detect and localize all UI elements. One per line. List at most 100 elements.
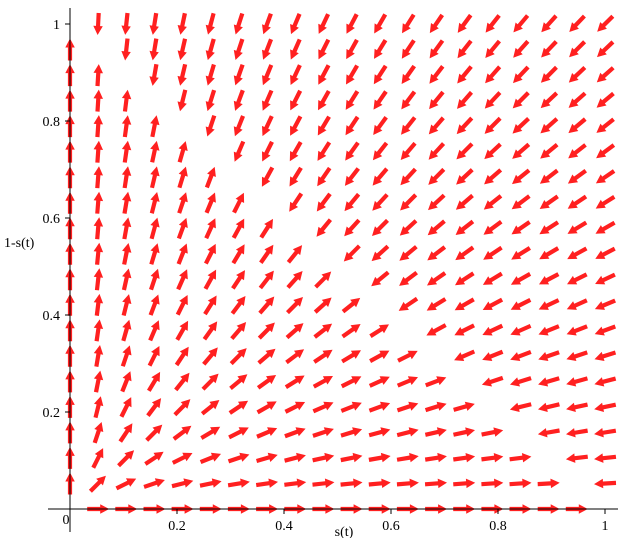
field-arrow xyxy=(149,38,159,61)
axes xyxy=(48,8,618,532)
field-arrow xyxy=(482,271,503,285)
field-arrow xyxy=(540,143,559,159)
field-arrow xyxy=(396,427,419,438)
field-arrow xyxy=(345,90,360,110)
field-arrow xyxy=(316,192,332,212)
field-arrow xyxy=(481,427,504,437)
field-arrow xyxy=(568,143,587,159)
field-arrow xyxy=(594,453,617,463)
field-arrow xyxy=(455,219,475,235)
field-arrow xyxy=(396,452,419,463)
field-arrow xyxy=(428,142,446,160)
field-arrow xyxy=(262,64,274,86)
field-arrow xyxy=(93,140,103,163)
field-arrow xyxy=(595,272,616,285)
field-arrow xyxy=(568,91,587,108)
field-arrow xyxy=(368,427,391,438)
field-arrow xyxy=(426,297,447,311)
field-arrow xyxy=(204,243,216,265)
field-arrow xyxy=(513,14,530,33)
field-arrow xyxy=(539,220,560,235)
field-arrow xyxy=(312,401,334,414)
field-arrow xyxy=(372,193,389,211)
field-arrow xyxy=(148,294,160,316)
field-arrow xyxy=(318,13,330,34)
field-arrow xyxy=(567,194,588,209)
field-arrow xyxy=(483,194,503,210)
field-arrow xyxy=(424,452,447,463)
field-arrow xyxy=(373,116,388,135)
field-arrow xyxy=(400,167,417,186)
field-arrow xyxy=(510,376,532,387)
field-arrow xyxy=(399,219,418,236)
field-arrow xyxy=(204,166,216,189)
field-arrow xyxy=(369,350,390,363)
field-arrow xyxy=(566,350,588,361)
field-arrow xyxy=(511,220,531,235)
field-arrow xyxy=(429,13,444,34)
field-arrow xyxy=(398,296,419,311)
y-tick-label: 0.2 xyxy=(43,406,61,421)
field-arrow xyxy=(569,40,587,58)
field-arrow xyxy=(261,166,275,187)
field-arrow xyxy=(285,323,304,340)
field-arrow xyxy=(368,478,391,488)
field-arrow xyxy=(539,246,560,260)
field-arrow xyxy=(481,478,504,489)
field-arrow xyxy=(117,450,135,468)
field-arrow xyxy=(121,12,131,35)
field-arrow xyxy=(233,140,246,162)
field-arrow xyxy=(233,89,245,111)
field-arrow xyxy=(539,272,560,285)
field-arrow xyxy=(454,297,475,311)
field-arrow xyxy=(93,370,104,393)
field-arrow xyxy=(481,453,504,463)
field-arrow xyxy=(424,427,447,437)
field-arrow xyxy=(401,64,416,84)
field-arrow xyxy=(341,324,361,339)
field-arrow xyxy=(427,271,447,286)
field-arrow xyxy=(427,219,446,236)
x-tick-label: 0.6 xyxy=(382,519,400,534)
field-arrow xyxy=(121,166,132,189)
field-arrow xyxy=(566,324,588,336)
field-arrow xyxy=(202,347,218,366)
field-arrow xyxy=(538,402,560,412)
field-arrow xyxy=(150,166,160,189)
field-arrow xyxy=(314,271,332,289)
field-arrow xyxy=(540,91,559,109)
field-arrow xyxy=(147,346,160,367)
field-arrow xyxy=(284,427,306,439)
field-arrow xyxy=(566,428,588,438)
field-arrow xyxy=(400,141,417,160)
field-arrow xyxy=(91,448,104,469)
field-arrow xyxy=(484,91,502,109)
field-arrow xyxy=(372,218,389,236)
field-arrow xyxy=(344,192,361,212)
field-arrow xyxy=(312,376,333,389)
field-arrow xyxy=(205,38,216,61)
field-arrow xyxy=(120,345,132,367)
field-arrow xyxy=(397,350,418,363)
field-arrow xyxy=(428,116,445,135)
field-arrow xyxy=(456,168,474,185)
field-arrow xyxy=(457,13,473,33)
field-arrow xyxy=(121,294,132,316)
field-arrow xyxy=(511,194,531,210)
field-arrow xyxy=(233,115,245,137)
field-arrow xyxy=(174,372,190,392)
field-arrow xyxy=(428,193,446,211)
field-arrow xyxy=(175,295,188,316)
field-arrow xyxy=(290,64,302,85)
field-arrow xyxy=(453,427,475,437)
field-arrow xyxy=(200,400,220,416)
field-arrow xyxy=(121,89,132,112)
field-arrow xyxy=(368,401,391,413)
field-arrow xyxy=(93,115,103,138)
field-arrow xyxy=(285,349,305,365)
field-arrow xyxy=(594,298,616,310)
field-arrow xyxy=(509,453,532,463)
field-arrow xyxy=(484,116,502,134)
field-arrow xyxy=(317,166,332,187)
field-arrow xyxy=(286,271,303,289)
